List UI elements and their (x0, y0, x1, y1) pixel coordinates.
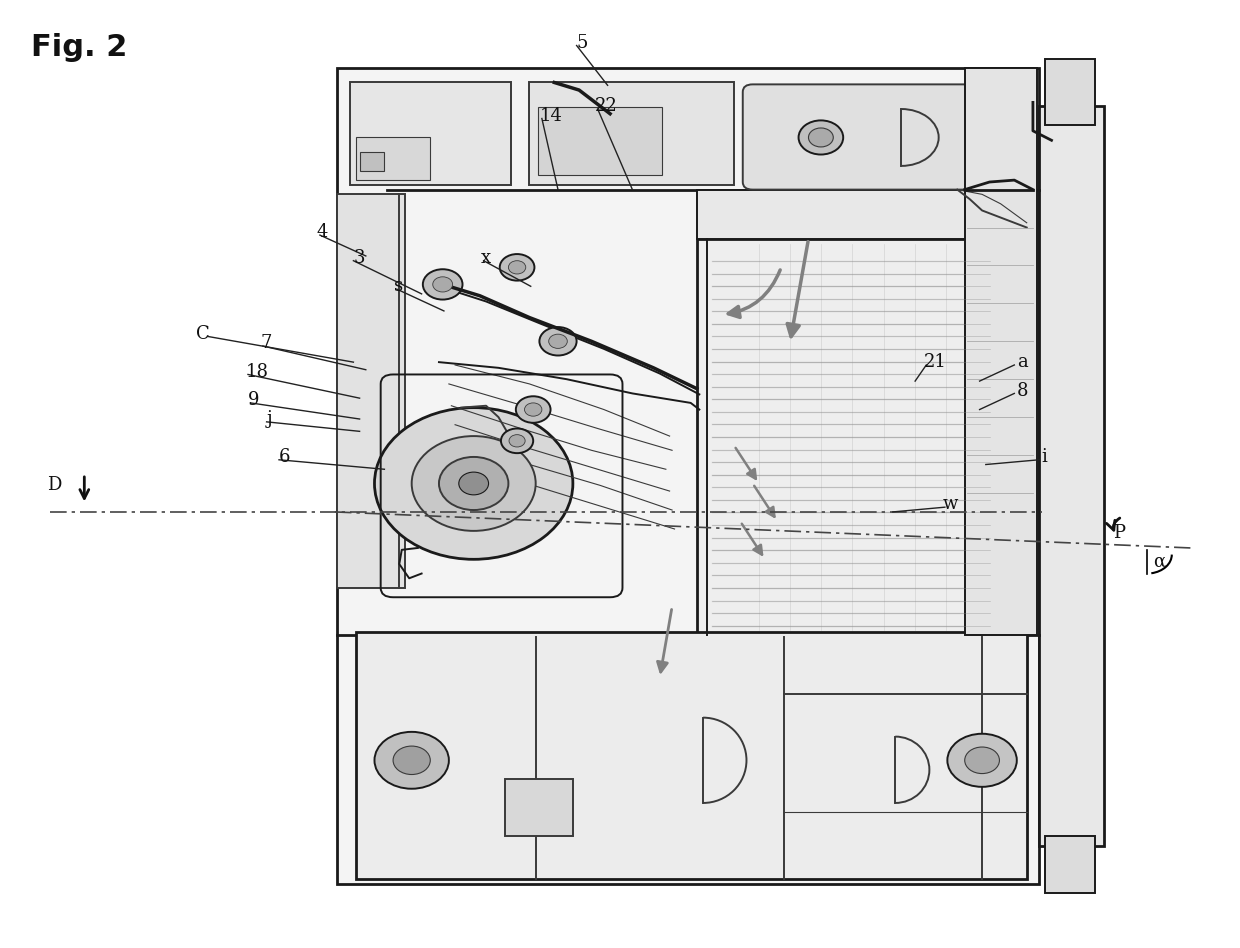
Circle shape (516, 396, 551, 423)
Text: w: w (942, 496, 957, 513)
Circle shape (539, 327, 577, 356)
Circle shape (508, 261, 526, 274)
Text: 22: 22 (595, 98, 618, 115)
Bar (538, 107, 662, 175)
Bar (1039, 106, 1104, 846)
Text: i: i (1042, 448, 1048, 465)
Text: a: a (1017, 354, 1028, 371)
Circle shape (947, 734, 1017, 787)
Text: Fig. 2: Fig. 2 (31, 33, 128, 63)
Text: x: x (481, 249, 491, 266)
Bar (356, 137, 430, 180)
Circle shape (808, 128, 833, 147)
Text: 18: 18 (246, 363, 269, 380)
Bar (1045, 59, 1095, 125)
Text: C: C (196, 325, 210, 342)
Circle shape (374, 408, 573, 559)
Text: α: α (1153, 553, 1166, 570)
Circle shape (501, 428, 533, 453)
Text: s: s (394, 278, 403, 295)
Circle shape (433, 277, 453, 292)
Circle shape (799, 120, 843, 155)
Circle shape (374, 732, 449, 789)
FancyBboxPatch shape (337, 68, 1039, 884)
Text: D: D (47, 477, 62, 494)
Text: 8: 8 (1017, 382, 1028, 399)
Text: 21: 21 (924, 354, 946, 371)
Text: 6: 6 (279, 448, 290, 465)
Text: j: j (267, 410, 273, 428)
Text: 9: 9 (248, 392, 259, 409)
Text: 4: 4 (316, 224, 327, 241)
Circle shape (525, 403, 542, 416)
Text: 3: 3 (353, 249, 365, 266)
Circle shape (965, 747, 999, 774)
Bar (697, 190, 990, 239)
Bar (356, 632, 1027, 879)
Text: 7: 7 (260, 335, 272, 352)
Bar (360, 152, 384, 171)
Circle shape (500, 254, 534, 281)
Text: 5: 5 (577, 34, 588, 51)
Bar (350, 82, 511, 185)
Circle shape (412, 436, 536, 531)
Bar (529, 82, 734, 185)
Circle shape (510, 434, 526, 447)
Circle shape (439, 457, 508, 510)
Circle shape (459, 472, 489, 495)
Bar (697, 239, 990, 635)
Bar (337, 194, 405, 588)
Text: P: P (1114, 524, 1126, 541)
Text: 14: 14 (539, 107, 562, 124)
Bar (1045, 836, 1095, 893)
Circle shape (393, 746, 430, 775)
Circle shape (423, 269, 463, 300)
FancyBboxPatch shape (743, 84, 973, 190)
Bar (505, 779, 573, 836)
Bar (965, 68, 1037, 635)
Circle shape (549, 335, 567, 349)
